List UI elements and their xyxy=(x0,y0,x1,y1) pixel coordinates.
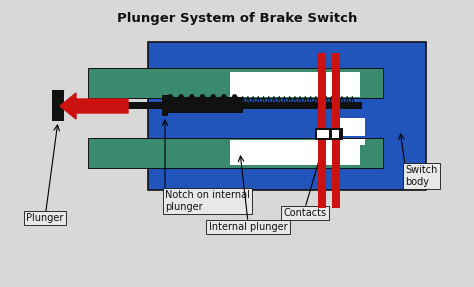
FancyArrow shape xyxy=(60,93,128,119)
Bar xyxy=(88,68,383,98)
Bar xyxy=(162,95,168,116)
Bar xyxy=(318,53,326,208)
Bar xyxy=(315,128,343,140)
Bar xyxy=(52,90,64,121)
Text: Switch
body: Switch body xyxy=(405,165,438,187)
Text: Contacts: Contacts xyxy=(283,208,327,218)
Bar xyxy=(230,140,360,165)
Bar xyxy=(340,118,365,136)
Bar xyxy=(332,53,340,208)
Bar xyxy=(340,139,365,145)
Bar xyxy=(62,102,362,109)
Bar xyxy=(88,138,383,168)
Bar xyxy=(317,130,329,138)
Bar xyxy=(162,97,243,113)
Bar xyxy=(148,42,426,190)
Text: Plunger System of Brake Switch: Plunger System of Brake Switch xyxy=(117,12,357,25)
Text: Plunger: Plunger xyxy=(27,213,64,223)
Bar xyxy=(230,72,360,97)
Text: Internal plunger: Internal plunger xyxy=(209,222,287,232)
Bar xyxy=(332,130,339,138)
Text: Notch on internal
plunger: Notch on internal plunger xyxy=(165,190,250,212)
